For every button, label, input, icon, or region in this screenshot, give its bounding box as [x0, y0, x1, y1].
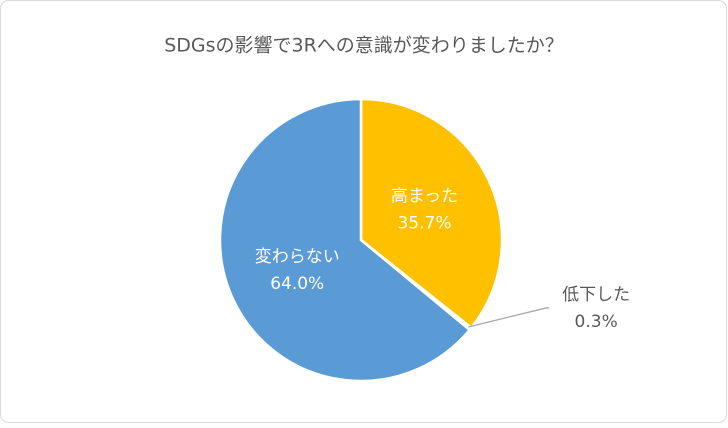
slice-value: 35.7% — [397, 213, 451, 233]
slice-value: 0.3% — [575, 312, 618, 332]
slice-value: 64.0% — [270, 274, 324, 294]
chart-title: SDGsの影響で3Rへの意識が変わりましたか？ — [164, 35, 564, 57]
pie-slice — [218, 97, 472, 383]
pie-slice — [359, 97, 504, 330]
leader-line — [468, 307, 550, 328]
slice-label: 低下した — [562, 285, 630, 305]
slice-label: 高まった — [391, 186, 458, 206]
slice-label: 変わらない — [255, 247, 340, 267]
